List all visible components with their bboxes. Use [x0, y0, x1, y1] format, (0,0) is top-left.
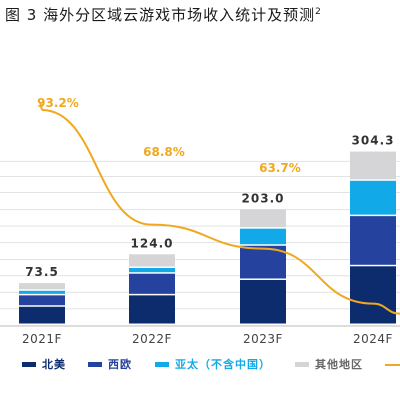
- legend-swatch: [295, 362, 309, 367]
- bar-segment: [350, 216, 396, 265]
- bar-total-label: 124.0: [131, 236, 174, 250]
- legend-swatch: [155, 362, 169, 367]
- chart-title: 图 3 海外分区域云游戏市场收入统计及预测2: [5, 6, 321, 24]
- growth-rate-label: 93.2%: [37, 96, 79, 110]
- x-tick-label: 2022F: [132, 332, 172, 346]
- bar-segment: [129, 295, 175, 324]
- bar-segment: [129, 254, 175, 267]
- legend-label: 西欧: [108, 357, 132, 371]
- bar-total-label: 203.0: [242, 191, 285, 205]
- bar-segment: [19, 290, 65, 294]
- bar-total-label: 304.3: [352, 134, 395, 148]
- bar-segment: [350, 151, 396, 180]
- legend-label: 亚太（不含中国）: [175, 357, 271, 371]
- growth-rate-label: 68.8%: [143, 145, 185, 159]
- legend-label: 其他地区: [315, 357, 363, 371]
- x-tick-label: 2024F: [353, 332, 393, 346]
- bar-segment: [240, 228, 286, 245]
- legend-swatch: [88, 362, 102, 367]
- x-tick-label: 2023F: [243, 332, 283, 346]
- bar-segment: [19, 283, 65, 290]
- growth-rate-label: 63.7%: [259, 161, 301, 175]
- bar-total-label: 73.5: [25, 265, 59, 279]
- bar-segment: [129, 273, 175, 294]
- x-tick-label: 2021F: [22, 332, 62, 346]
- bar-segment: [240, 209, 286, 228]
- growth-rate-line: [41, 108, 400, 315]
- legend-label: 北美: [42, 357, 66, 371]
- bar-segment: [19, 306, 65, 324]
- bar-segment: [350, 266, 396, 324]
- bar-segment: [350, 180, 396, 215]
- bar-segment: [19, 295, 65, 306]
- legend-swatch: [22, 362, 36, 367]
- bar-segment: [129, 268, 175, 273]
- bar-segment: [240, 279, 286, 324]
- growth-rate-line-start: [39, 101, 43, 111]
- title-footnote: 2: [315, 7, 321, 17]
